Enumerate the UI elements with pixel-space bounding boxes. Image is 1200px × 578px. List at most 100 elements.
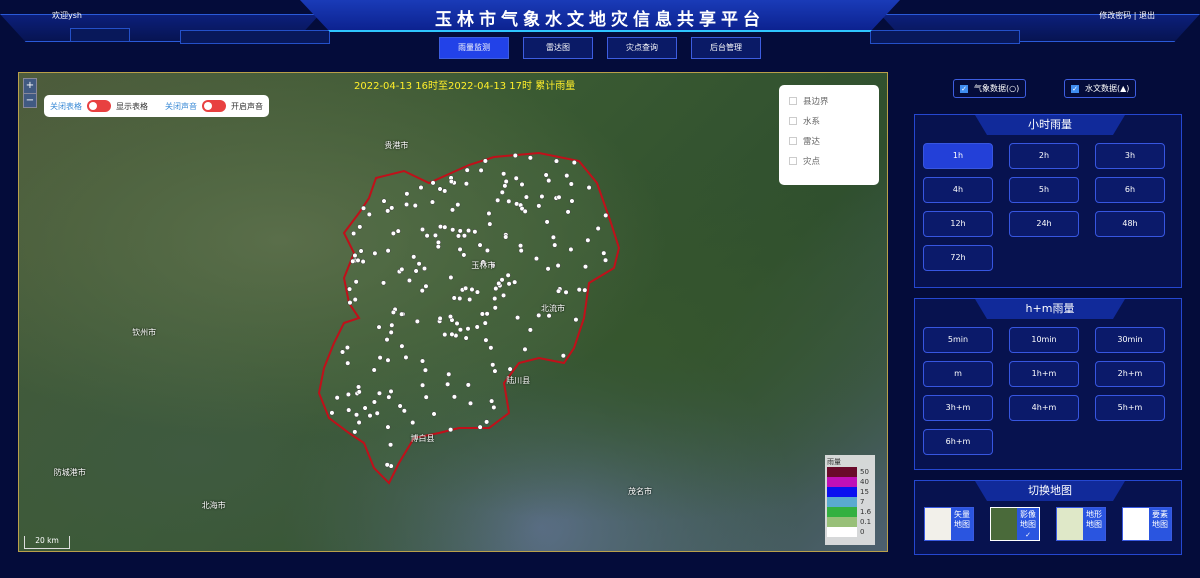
station-marker[interactable] — [448, 178, 454, 184]
layer-toggle[interactable]: 灾点 — [789, 151, 869, 171]
station-marker[interactable] — [395, 228, 401, 234]
station-marker[interactable] — [467, 296, 473, 303]
station-marker[interactable] — [582, 287, 588, 293]
hm-button[interactable]: m — [923, 361, 993, 387]
station-marker[interactable] — [474, 289, 480, 295]
station-marker[interactable] — [502, 183, 508, 189]
station-marker[interactable] — [451, 295, 457, 301]
station-marker[interactable] — [463, 181, 469, 187]
station-marker[interactable] — [568, 181, 574, 187]
station-marker[interactable] — [388, 388, 394, 394]
station-marker[interactable] — [457, 228, 463, 234]
station-marker[interactable] — [346, 407, 352, 413]
station-marker[interactable] — [422, 367, 428, 373]
station-marker[interactable] — [469, 286, 475, 293]
station-marker[interactable] — [352, 297, 358, 303]
hm-button[interactable]: 5h+m — [1095, 395, 1165, 421]
station-marker[interactable] — [503, 178, 509, 185]
station-marker[interactable] — [568, 246, 574, 253]
hourly-button[interactable]: 72h — [923, 245, 993, 271]
station-marker[interactable] — [488, 345, 494, 351]
station-marker[interactable] — [563, 289, 569, 295]
station-marker[interactable] — [565, 209, 571, 215]
station-marker[interactable] — [419, 288, 425, 294]
station-marker[interactable] — [454, 320, 460, 327]
station-marker[interactable] — [371, 367, 377, 373]
station-marker[interactable] — [482, 158, 488, 164]
checkbox-icon[interactable]: ✓ — [960, 84, 968, 93]
station-marker[interactable] — [442, 224, 448, 230]
station-marker[interactable] — [411, 254, 417, 260]
hm-button[interactable]: 10min — [1009, 327, 1079, 353]
station-marker[interactable] — [461, 233, 467, 239]
station-marker[interactable] — [499, 189, 505, 195]
station-marker[interactable] — [546, 313, 552, 319]
hm-button[interactable]: 1h+m — [1009, 361, 1079, 387]
station-marker[interactable] — [457, 295, 463, 302]
station-marker[interactable] — [477, 424, 483, 430]
station-marker[interactable] — [492, 368, 498, 374]
sound-toggle[interactable] — [202, 100, 226, 112]
station-marker[interactable] — [437, 315, 443, 321]
station-marker[interactable] — [416, 261, 422, 267]
hourly-button[interactable]: 3h — [1095, 143, 1165, 169]
station-marker[interactable] — [491, 404, 497, 410]
station-marker[interactable] — [399, 266, 405, 272]
station-marker[interactable] — [564, 173, 570, 179]
station-marker[interactable] — [539, 193, 545, 200]
station-marker[interactable] — [455, 233, 462, 239]
table-toggle[interactable] — [87, 100, 111, 112]
station-marker[interactable] — [518, 243, 524, 249]
hm-button[interactable]: 4h+m — [1009, 395, 1079, 421]
station-marker[interactable] — [505, 272, 511, 278]
data-checkbox-0[interactable]: ✓ 气象数据(○) — [953, 79, 1027, 98]
station-marker[interactable] — [514, 201, 520, 207]
hm-button[interactable]: 5min — [923, 327, 993, 353]
station-marker[interactable] — [545, 266, 551, 272]
station-marker[interactable] — [347, 300, 353, 306]
map-type-option[interactable]: 地形地图 — [1056, 507, 1106, 541]
station-marker[interactable] — [450, 227, 456, 233]
station-marker[interactable] — [449, 331, 455, 337]
station-marker[interactable] — [389, 322, 395, 328]
layer-toggle[interactable]: 雷达 — [789, 131, 869, 151]
station-marker[interactable] — [518, 248, 524, 254]
station-marker[interactable] — [334, 395, 340, 401]
station-marker[interactable] — [501, 171, 507, 177]
nav-tab-0[interactable]: 雨量监测 — [439, 37, 509, 59]
station-marker[interactable] — [466, 228, 472, 234]
station-marker[interactable] — [377, 355, 383, 361]
station-marker[interactable] — [560, 353, 566, 359]
station-marker[interactable] — [484, 419, 490, 425]
hourly-button[interactable]: 48h — [1095, 211, 1165, 237]
station-marker[interactable] — [461, 252, 467, 258]
station-marker[interactable] — [492, 296, 498, 302]
station-marker[interactable] — [345, 360, 351, 366]
hourly-button[interactable]: 5h — [1009, 177, 1079, 203]
station-marker[interactable] — [463, 335, 469, 341]
station-marker[interactable] — [519, 181, 525, 188]
station-marker[interactable] — [479, 311, 485, 317]
station-marker[interactable] — [390, 309, 396, 315]
station-marker[interactable] — [585, 237, 591, 243]
station-marker[interactable] — [355, 257, 361, 263]
station-marker[interactable] — [573, 317, 579, 323]
station-marker[interactable] — [447, 314, 454, 320]
station-marker[interactable] — [569, 198, 575, 204]
hourly-button[interactable]: 1h — [923, 143, 993, 169]
station-marker[interactable] — [507, 366, 513, 372]
station-marker[interactable] — [445, 381, 451, 387]
station-marker[interactable] — [410, 420, 416, 426]
checkbox-icon[interactable] — [789, 137, 797, 145]
station-marker[interactable] — [467, 400, 474, 406]
station-marker[interactable] — [506, 198, 512, 204]
hm-button[interactable]: 6h+m — [923, 429, 993, 455]
station-marker[interactable] — [356, 389, 362, 395]
station-marker[interactable] — [555, 288, 562, 294]
station-marker[interactable] — [352, 429, 358, 435]
station-marker[interactable] — [360, 259, 366, 265]
station-marker[interactable] — [380, 280, 387, 286]
station-marker[interactable] — [351, 230, 357, 237]
station-marker[interactable] — [388, 442, 394, 448]
checkbox-icon[interactable]: ✓ — [1071, 84, 1079, 93]
